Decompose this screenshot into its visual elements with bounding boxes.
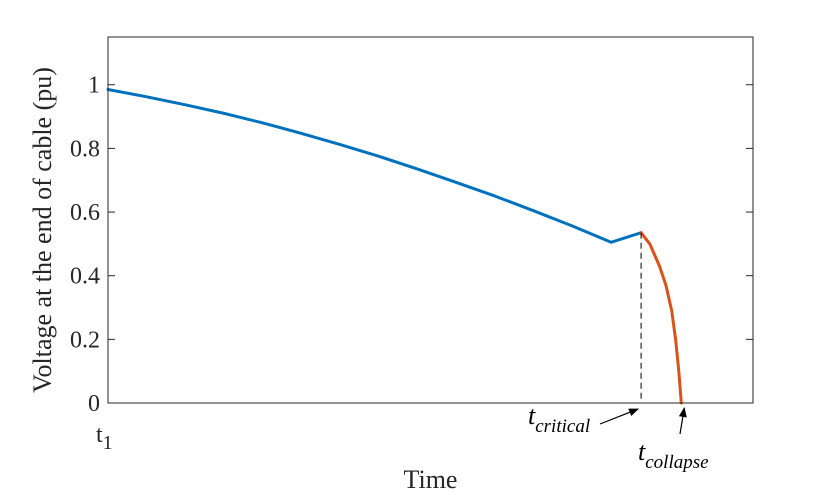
y-tick-label: 0.6 (70, 200, 100, 226)
annotation-t-critical-arrow (599, 408, 640, 425)
x-tick-label: t1 (96, 422, 113, 454)
y-tick-label: 0.8 (70, 136, 100, 162)
annotation-t-collapse-arrow (678, 407, 687, 435)
y-axis-label: Voltage at the end of cable (pu) (28, 67, 57, 393)
annotation-t-collapse: tcollapse (638, 437, 709, 473)
y-tick-label: 1 (88, 73, 100, 99)
plot-frame (107, 36, 754, 404)
y-tick-label: 0.4 (70, 264, 100, 290)
y-tick-label: 0.2 (70, 327, 100, 353)
annotation-t-critical: tcritical (528, 401, 590, 437)
plot-area (108, 37, 753, 403)
series-line-1 (106, 88, 643, 244)
x-axis-label: Time (404, 465, 458, 494)
series-line-2 (639, 231, 683, 405)
y-tick-label: 0 (88, 391, 100, 417)
